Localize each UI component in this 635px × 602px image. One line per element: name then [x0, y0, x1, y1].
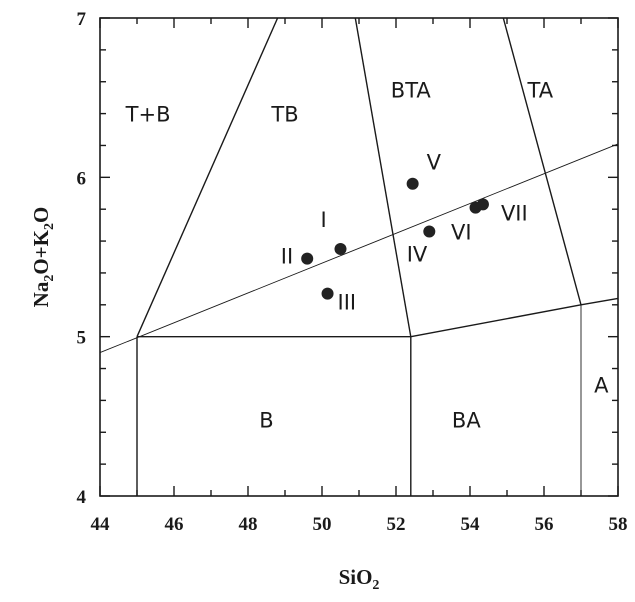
x-tick-label: 44 — [91, 514, 111, 535]
region-label: T+B — [125, 103, 171, 127]
y-axis-title-subscript: 2 — [42, 223, 57, 230]
x-axis-title-main: SiO — [339, 565, 373, 589]
x-tick-label: 46 — [165, 514, 184, 535]
boundary-line — [410, 304, 582, 338]
y-axis-title-part: O — [29, 207, 53, 223]
data-point — [406, 177, 419, 190]
region-label: TB — [270, 103, 298, 127]
boundary-line — [99, 143, 619, 354]
region-label: BA — [452, 408, 481, 432]
y-tick-label: 5 — [77, 328, 87, 349]
x-tick-label: 48 — [239, 514, 258, 535]
boundary-line — [136, 17, 279, 337]
classification-boundaries — [99, 17, 619, 496]
x-tick-label: 58 — [609, 514, 628, 535]
x-axis-title-subscript: 2 — [372, 578, 379, 593]
boundary-line — [580, 297, 619, 306]
point-label: VII — [501, 201, 528, 225]
region-label: B — [259, 408, 273, 432]
data-point — [301, 252, 314, 265]
x-tick-label: 54 — [461, 514, 481, 535]
boundary-line — [502, 17, 582, 305]
point-label: VI — [451, 221, 472, 245]
region-label: TA — [527, 79, 554, 103]
data-point — [423, 225, 436, 238]
x-axis-title: SiO2 — [339, 565, 380, 593]
data-point — [334, 243, 347, 256]
region-labels: T+B TB BTA TA B BA A — [125, 79, 609, 433]
y-tick-label: 4 — [77, 487, 87, 508]
boundary-line — [354, 17, 412, 337]
data-point — [321, 287, 334, 300]
x-tick-label: 52 — [387, 514, 406, 535]
data-point — [476, 198, 489, 211]
point-label: V — [427, 151, 442, 175]
region-label: A — [594, 373, 609, 397]
plot-frame — [99, 17, 619, 497]
y-axis-title-part: O+K — [29, 229, 53, 274]
y-axis-title-part: Na — [29, 281, 53, 307]
x-tick-label: 56 — [535, 514, 554, 535]
y-axis-title: Na2O+K2O — [29, 207, 57, 308]
x-tick-label: 50 — [313, 514, 332, 535]
y-axis-title-subscript: 2 — [42, 275, 57, 282]
point-label: I — [321, 208, 327, 232]
point-label: IV — [407, 243, 428, 267]
y-tick-label: 6 — [77, 168, 87, 189]
y-tick-label: 7 — [77, 9, 87, 30]
point-label: II — [281, 245, 293, 269]
region-label: BTA — [391, 79, 432, 103]
point-label: III — [338, 291, 357, 315]
